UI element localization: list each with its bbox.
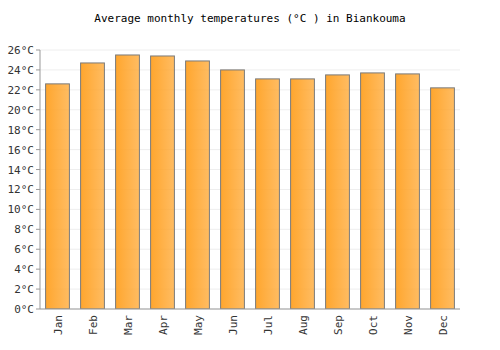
bar: [116, 55, 140, 309]
tick-mark: [36, 69, 40, 70]
tick-mark: [36, 129, 40, 130]
bar: [151, 56, 175, 309]
y-tick-label: 6°C: [14, 243, 34, 256]
chart: Average monthly temperatures (°C ) in Bi…: [0, 0, 500, 350]
tick-mark: [36, 50, 40, 51]
bars: [46, 55, 455, 309]
y-tick-label: 24°C: [8, 64, 35, 77]
bar: [186, 61, 210, 309]
bar: [221, 70, 245, 309]
x-tick-label: Dec: [437, 315, 450, 335]
x-tick-label: Apr: [157, 315, 170, 335]
y-axis: [40, 50, 41, 309]
bar: [46, 84, 70, 309]
tick-mark: [36, 269, 40, 270]
x-tick-label: Mar: [122, 315, 135, 335]
x-tick-label: Sep: [332, 315, 345, 335]
y-tick-label: 26°C: [8, 44, 35, 57]
y-tick-label: 20°C: [8, 104, 35, 117]
x-tick-label: Jan: [52, 315, 65, 335]
tick-mark: [36, 309, 40, 310]
y-tick-label: 4°C: [14, 263, 34, 276]
x-tick-label: Aug: [297, 315, 310, 335]
bar: [291, 79, 315, 309]
x-tick-label: Jun: [227, 315, 240, 335]
x-tick-label: Nov: [402, 315, 415, 335]
y-tick-label: 22°C: [8, 84, 35, 97]
tick-mark: [36, 189, 40, 190]
tick-mark: [36, 229, 40, 230]
x-axis: [40, 309, 460, 310]
x-tick-label: May: [192, 315, 205, 335]
y-tick-label: 10°C: [8, 203, 35, 216]
tick-mark: [36, 249, 40, 250]
y-tick-label: 18°C: [8, 124, 35, 137]
bar: [326, 75, 350, 309]
bar: [431, 88, 455, 309]
grid-line: [40, 50, 460, 51]
tick-mark: [36, 149, 40, 150]
y-tick-label: 12°C: [8, 183, 35, 196]
y-tick-label: 2°C: [14, 283, 34, 296]
bar: [256, 79, 280, 309]
y-tick-label: 14°C: [8, 164, 35, 177]
grid-line: [40, 309, 460, 310]
y-tick-label: 8°C: [14, 223, 34, 236]
tick-mark: [36, 109, 40, 110]
tick-mark: [36, 209, 40, 210]
bar: [361, 73, 385, 309]
tick-mark: [36, 89, 40, 90]
y-tick-label: 16°C: [8, 144, 35, 157]
x-tick-label: Feb: [87, 315, 100, 335]
tick-mark: [36, 289, 40, 290]
bar: [81, 63, 105, 309]
y-tick-label: 0°C: [14, 303, 34, 316]
title: Average monthly temperatures (°C ) in Bi…: [94, 12, 405, 25]
tick-mark: [36, 169, 40, 170]
bar: [396, 74, 420, 309]
x-tick-label: Oct: [367, 315, 380, 335]
x-tick-label: Jul: [262, 315, 275, 335]
